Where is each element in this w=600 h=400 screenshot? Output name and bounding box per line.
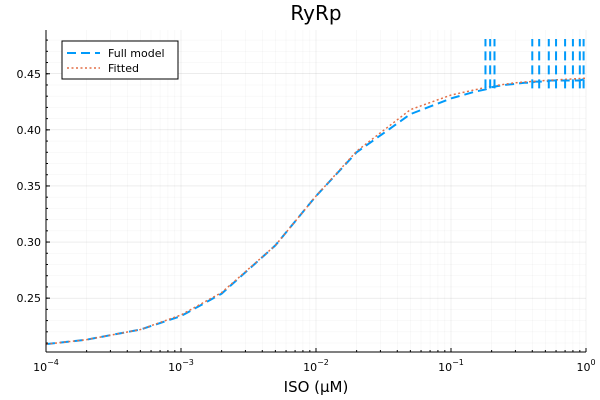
y-tick-label: 0.40 [17,124,42,137]
chart-title: RyRp [290,1,341,25]
legend-label-fitted: Fitted [108,62,139,75]
legend: Full model Fitted [61,40,179,80]
y-tick-label: 0.45 [17,68,42,81]
legend-box [61,40,179,80]
legend-label-full-model: Full model [108,47,165,60]
y-tick-label: 0.25 [17,292,42,305]
x-axis-title: ISO (μM) [284,378,349,396]
series-line-fitted [45,77,587,345]
y-tick-label: 0.35 [17,180,42,193]
y-tick-label: 0.30 [17,236,42,249]
plot-series [45,38,587,346]
